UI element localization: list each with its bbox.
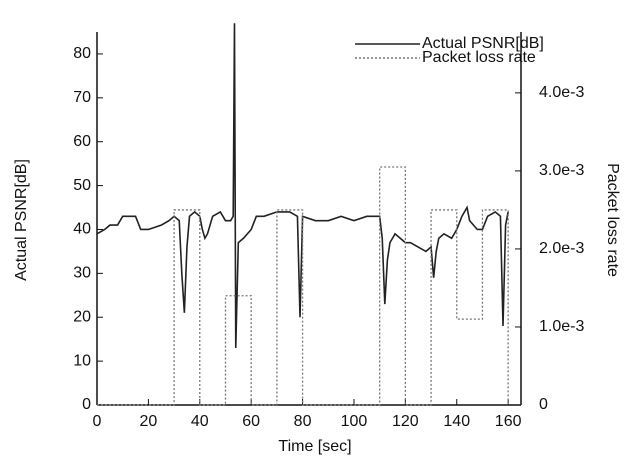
y2-axis-label: Packet loss rate	[604, 163, 621, 277]
y2-tick-label: 3.0e-3	[539, 162, 584, 179]
x-tick-label: 140	[443, 413, 470, 430]
y2-tick-label: 2.0e-3	[539, 240, 584, 257]
y-tick-label: 20	[73, 308, 91, 325]
y-tick-label: 0	[82, 396, 91, 413]
legend-label: Actual PSNR[dB]	[422, 35, 544, 52]
x-tick-label: 100	[341, 413, 368, 430]
x-axis-label: Time [sec]	[278, 438, 351, 455]
x-tick-label: 20	[139, 413, 157, 430]
y2-tick-label: 0	[539, 396, 548, 413]
y-tick-label: 60	[73, 133, 91, 150]
y-tick-label: 80	[73, 45, 91, 62]
x-tick-label: 120	[392, 413, 419, 430]
x-tick-label: 60	[242, 413, 260, 430]
legend-label: Packet loss rate	[422, 49, 536, 66]
series-line	[96, 23, 509, 348]
y-axis-label: Actual PSNR[dB]	[13, 159, 30, 281]
y2-tick-label: 1.0e-3	[539, 318, 584, 335]
x-tick-label: 40	[191, 413, 209, 430]
y-tick-label: 70	[73, 89, 91, 106]
y2-tick-label: 4.0e-3	[539, 84, 584, 101]
y-tick-label: 40	[73, 221, 91, 238]
y-tick-label: 10	[73, 352, 91, 369]
y-tick-label: 50	[73, 177, 91, 194]
x-tick-label: 160	[495, 413, 522, 430]
x-tick-label: 0	[93, 413, 102, 430]
series-line	[97, 166, 509, 406]
x-tick-label: 80	[294, 413, 312, 430]
y-tick-label: 30	[73, 265, 91, 282]
